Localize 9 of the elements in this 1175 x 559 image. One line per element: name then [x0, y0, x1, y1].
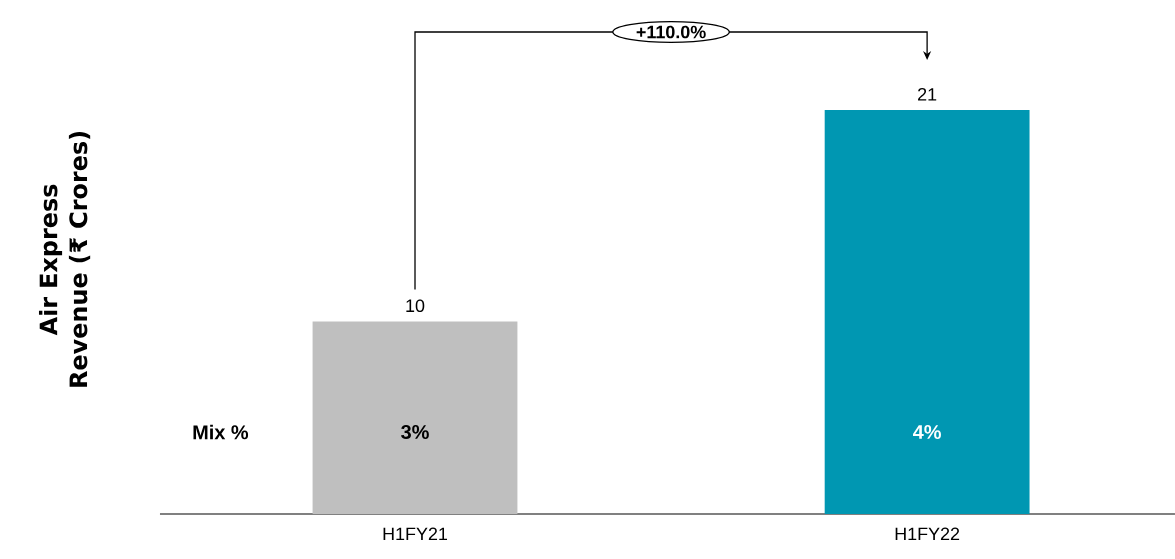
text: +110.0% — [636, 25, 706, 39]
annotation: 4% — [913, 424, 941, 440]
data-label: 21 — [918, 87, 937, 101]
annotation: 3% — [401, 424, 429, 440]
x-tick-label: H1FY22 — [895, 527, 960, 541]
annotation: Mix % — [193, 424, 249, 440]
data-label: 10 — [406, 299, 425, 313]
x-tick-label: H1FY21 — [383, 527, 448, 541]
y-axis-title: Air Express Revenue (₹ Crores) — [38, 132, 91, 387]
